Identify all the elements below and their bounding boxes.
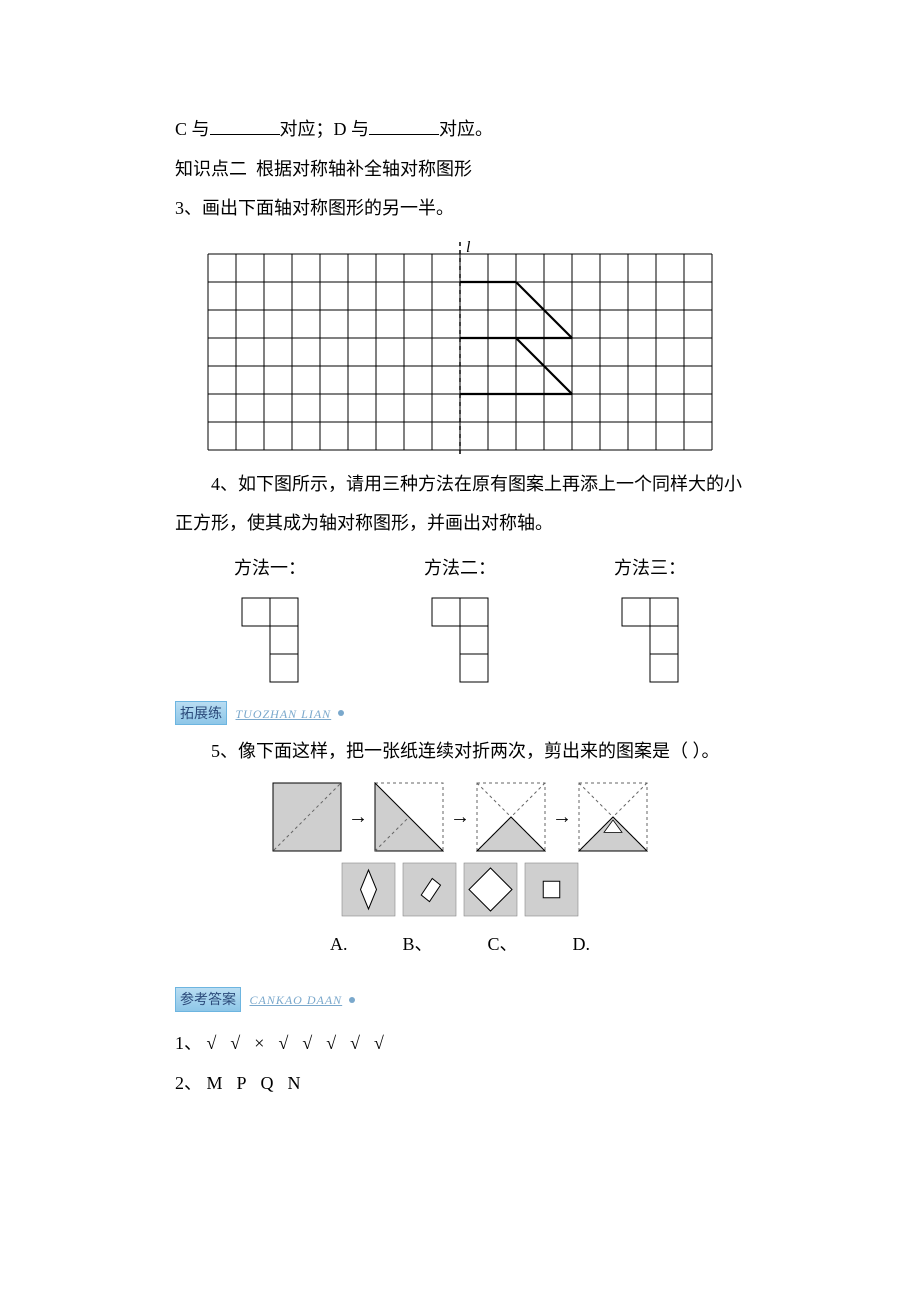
badge-dot-icon (349, 997, 355, 1003)
method-2: 方法二： (424, 549, 496, 683)
fold-step-3 (476, 782, 546, 852)
answer-1: 1、 √√×√√√√√ (175, 1024, 745, 1064)
ans1-marks: √√×√√√√√ (207, 1033, 398, 1053)
q4-text: 4、如下图所示，请用三种方法在原有图案上再添上一个同样大的小正方形，使其成为轴对… (175, 465, 745, 544)
knowledge-point-2: 知识点二 根据对称轴补全轴对称图形 (175, 150, 745, 190)
label-d: D. (573, 925, 591, 965)
q3-grid-figure: l (198, 239, 722, 455)
ans2-num: 2、 (175, 1073, 202, 1093)
fold-step-4 (578, 782, 648, 852)
label-a: A. (330, 925, 348, 965)
blank-c (210, 116, 280, 135)
arrow-icon: → (450, 795, 470, 839)
tuozhan-badge: 拓展练 (175, 701, 227, 725)
option-b-shape (402, 862, 457, 917)
method-1-shape (241, 597, 299, 683)
prev-question-line: C 与 对应；D 与 对应。 (175, 110, 745, 150)
mid-text: 对应；D 与 (280, 119, 370, 139)
q3-text: 3、画出下面轴对称图形的另一半。 (175, 189, 745, 229)
method-1: 方法一： (234, 549, 306, 683)
arrow-icon: → (348, 795, 368, 839)
cankao-badge-row: 参考答案 CANKAO DAAN (175, 979, 745, 1019)
kp2-label: 知识点二 (175, 159, 247, 179)
label-c: C、 (488, 925, 518, 965)
tuozhan-pinyin: TUOZHAN LIAN (236, 701, 332, 727)
svg-text:l: l (466, 239, 471, 256)
answer-2: 2、 MPQN (175, 1064, 745, 1104)
option-d-shape (524, 862, 579, 917)
option-c-shape (463, 862, 518, 917)
method-3: 方法三： (614, 549, 686, 683)
ans2-vals: MPQN (207, 1073, 315, 1093)
ans1-num: 1、 (175, 1033, 202, 1053)
kp2-title: 根据对称轴补全轴对称图形 (256, 159, 472, 179)
method-3-label: 方法三： (614, 549, 686, 589)
fold-sequence: → → → (175, 782, 745, 852)
option-labels: A. B、 C、 D. (175, 925, 745, 965)
badge-dot-icon (338, 710, 344, 716)
post-text: 对应。 (439, 119, 493, 139)
fold-step-1 (272, 782, 342, 852)
fold-step-2 (374, 782, 444, 852)
blank-d (369, 116, 439, 135)
methods-row: 方法一： 方法二： 方法三： (175, 549, 745, 683)
arrow-icon: → (552, 795, 572, 839)
tuozhan-badge-row: 拓展练 TUOZHAN LIAN (175, 693, 745, 733)
option-a-shape (341, 862, 396, 917)
method-2-label: 方法二： (424, 549, 496, 589)
cankao-badge: 参考答案 (175, 987, 241, 1011)
method-2-shape (431, 597, 489, 683)
c-text: C 与 (175, 119, 210, 139)
method-3-shape (621, 597, 679, 683)
cankao-pinyin: CANKAO DAAN (250, 987, 343, 1013)
method-1-label: 方法一： (234, 549, 306, 589)
option-shapes (175, 862, 745, 917)
q5-text: 5、像下面这样，把一张纸连续对折两次，剪出来的图案是（ ）。 (175, 732, 745, 772)
label-b: B、 (402, 925, 432, 965)
